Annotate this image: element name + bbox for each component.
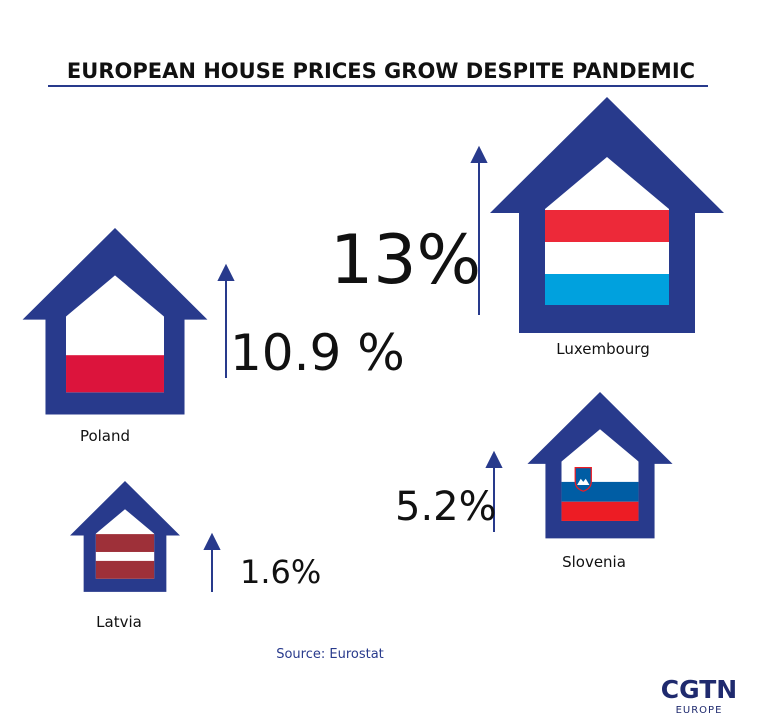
country-label: Latvia: [96, 613, 142, 631]
house-latvia: [70, 481, 180, 592]
country-label: Poland: [80, 427, 130, 445]
logo: CGTN: [661, 675, 737, 704]
house-luxembourg: [490, 97, 724, 333]
country-label: Slovenia: [562, 553, 626, 571]
logo-sub: EUROPE: [676, 705, 723, 716]
source: Source: Eurostat: [276, 647, 384, 662]
value-label: 13%: [330, 221, 481, 300]
house-slovenia: [527, 392, 673, 539]
value-label: 1.6%: [240, 553, 321, 591]
arrows: [203, 145, 503, 592]
value-label: 5.2%: [395, 484, 497, 530]
house-poland: [22, 228, 208, 415]
country-label: Luxembourg: [556, 340, 650, 358]
title: EUROPEAN HOUSE PRICES GROW DESPITE PANDE…: [67, 59, 695, 83]
value-label: 10.9 %: [230, 324, 405, 382]
